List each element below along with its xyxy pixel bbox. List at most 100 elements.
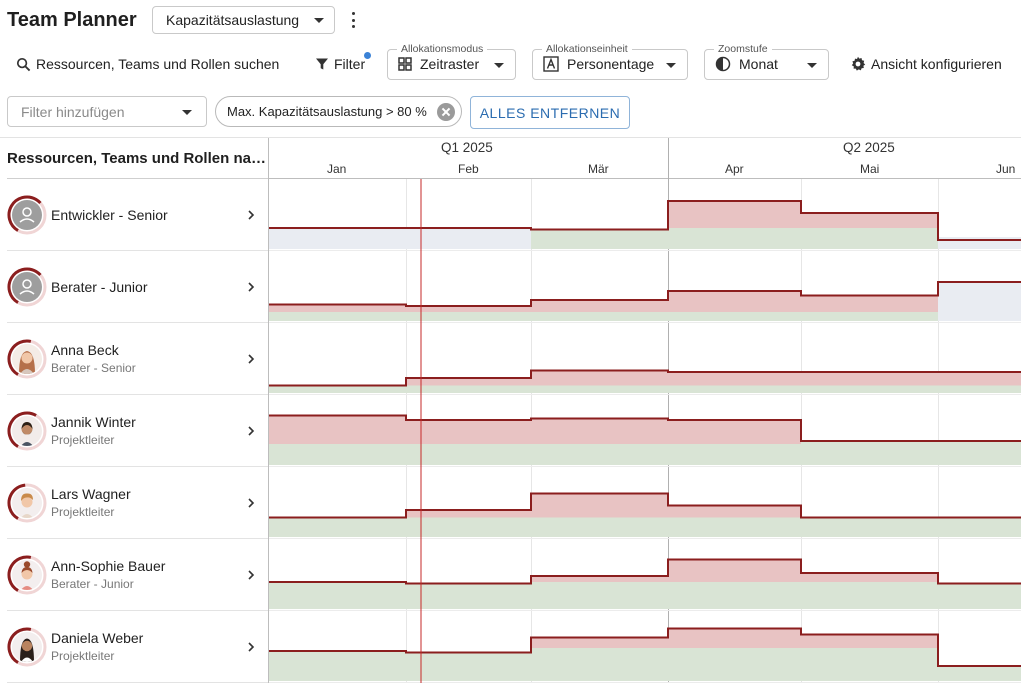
filter-active-badge — [364, 52, 372, 59]
capacity-bar — [801, 517, 938, 537]
search-label: Ressourcen, Teams und Rollen suchen — [36, 56, 280, 72]
add-filter-placeholder: Filter hinzufügen — [21, 103, 125, 120]
resource-row-lars-wagner[interactable]: Lars Wagner Projektleiter — [7, 467, 268, 539]
chevron-down-icon — [666, 63, 676, 68]
capacity-bar — [406, 517, 531, 537]
resource-row-daniela-weber[interactable]: Daniela Weber Projektleiter — [7, 611, 268, 683]
avatar — [7, 195, 47, 235]
capacity-bar — [668, 228, 801, 249]
resource-row-entwickler-senior[interactable]: Entwickler - Senior — [7, 179, 268, 251]
chevron-right-icon[interactable] — [246, 641, 256, 653]
capacity-chart — [269, 179, 1021, 683]
filter-text: Filter — [334, 56, 366, 72]
utilization-ring — [7, 555, 47, 595]
capacity-bar — [531, 229, 668, 249]
overload-bar — [531, 637, 668, 648]
chevron-right-icon[interactable] — [246, 353, 256, 365]
overload-bar — [531, 576, 668, 582]
capacity-bar — [269, 385, 406, 393]
chevron-down-icon — [494, 63, 504, 68]
man-blond-avatar — [12, 488, 42, 518]
capacity-bar — [531, 312, 668, 321]
overload-bar — [531, 370, 668, 386]
more-vert-icon[interactable] — [345, 10, 361, 30]
remove-filter-icon[interactable] — [437, 103, 455, 121]
resource-name: Entwickler - Senior — [51, 207, 168, 223]
capacity-bar — [668, 517, 801, 537]
overload-bar — [668, 372, 801, 386]
capacity-bar — [801, 648, 938, 681]
utilization-ring — [7, 267, 47, 307]
allocation-unit-select[interactable]: Allokationseinheit Personentage — [532, 43, 688, 80]
capacity-bar — [938, 240, 1021, 249]
overload-bar — [406, 420, 531, 444]
capacity-bar — [269, 228, 406, 249]
allocation-mode-select[interactable]: Allokationsmodus Zeitraster — [387, 43, 516, 80]
chevron-right-icon[interactable] — [246, 425, 256, 437]
capacity-bar — [531, 517, 668, 537]
filter-button[interactable]: Filter — [315, 52, 372, 74]
utilization-ring — [7, 195, 47, 235]
resource-list-header[interactable]: Ressourcen, Teams und Rollen nach Kapazi… — [7, 138, 268, 179]
capacity-bar — [269, 517, 406, 537]
overload-bar — [668, 505, 801, 518]
allocation-unit-value: Personentage — [567, 56, 655, 72]
chevron-right-icon[interactable] — [246, 569, 256, 581]
clear-all-button[interactable]: ALLES ENTFERNEN — [470, 96, 630, 129]
demand-line — [269, 627, 1021, 667]
toolbar: Ressourcen, Teams und Rollen suchen Filt… — [0, 40, 1021, 86]
contrast-icon — [715, 56, 731, 72]
avatar — [7, 411, 47, 451]
chevron-right-icon[interactable] — [246, 209, 256, 221]
resource-row-anna-beck[interactable]: Anna Beck Berater - Senior — [7, 323, 268, 395]
filter-bar: Filter hinzufügen Max. Kapazitätsauslast… — [0, 86, 1021, 138]
active-filter-chip[interactable]: Max. Kapazitätsauslastung > 80 % — [215, 96, 462, 127]
capacity-bar — [406, 228, 531, 249]
zoom-select[interactable]: Zoomstufe Monat — [704, 43, 829, 80]
configure-view-label: Ansicht konfigurieren — [871, 56, 1002, 72]
zoom-value: Monat — [739, 56, 778, 72]
capacity-bar — [668, 648, 801, 681]
overload-bar — [269, 304, 406, 312]
timeline-header: Q1 2025 Q2 2025 Jan Feb Mär Apr Mai Jun — [268, 138, 1021, 179]
capacity-bar — [531, 444, 668, 465]
add-filter-input[interactable]: Filter hinzufügen — [7, 96, 207, 127]
woman-avatar — [12, 344, 42, 374]
filter-icon — [316, 58, 328, 70]
resource-row-berater-junior[interactable]: Berater - Junior — [7, 251, 268, 323]
capacity-bar — [801, 228, 938, 249]
quarter-divider — [668, 138, 669, 179]
overload-bar — [801, 295, 938, 312]
demand-line — [269, 200, 1021, 241]
resource-name: Anna Beck — [51, 342, 119, 358]
overload-bar — [531, 300, 668, 312]
utilization-ring — [7, 339, 47, 379]
letter-a-box-icon — [543, 56, 559, 72]
resource-list-header-label: Ressourcen, Teams und Rollen nach Kapazi… — [7, 149, 267, 167]
overload-bar — [801, 573, 938, 582]
overload-bar — [531, 418, 668, 444]
resource-role: Projektleiter — [51, 649, 115, 663]
view-select[interactable]: Kapazitätsauslastung — [152, 6, 335, 34]
month-label: Apr — [725, 162, 744, 176]
capacity-bar — [668, 444, 801, 465]
overload-bar — [406, 306, 531, 312]
overload-bar — [406, 378, 531, 386]
role-placeholder-icon — [12, 272, 42, 302]
month-label: Jun — [996, 162, 1016, 176]
capacity-bar — [938, 583, 1021, 609]
resource-row-ann-sophie-bauer[interactable]: Ann-Sophie Bauer Berater - Junior — [7, 539, 268, 611]
capacity-bar — [406, 444, 531, 465]
resource-row-jannik-winter[interactable]: Jannik Winter Projektleiter — [7, 395, 268, 467]
capacity-bar — [531, 582, 668, 609]
capacity-timeline[interactable] — [268, 179, 1021, 683]
search-button[interactable]: Ressourcen, Teams und Rollen suchen — [16, 54, 279, 74]
resource-name: Jannik Winter — [51, 414, 136, 430]
chevron-right-icon[interactable] — [246, 281, 256, 293]
overload-bar — [406, 510, 531, 518]
grid-icon — [398, 57, 412, 71]
capacity-bar — [406, 583, 531, 609]
chevron-right-icon[interactable] — [246, 497, 256, 509]
configure-view-button[interactable]: Ansicht konfigurieren — [850, 54, 1002, 74]
capacity-bar — [668, 385, 801, 393]
